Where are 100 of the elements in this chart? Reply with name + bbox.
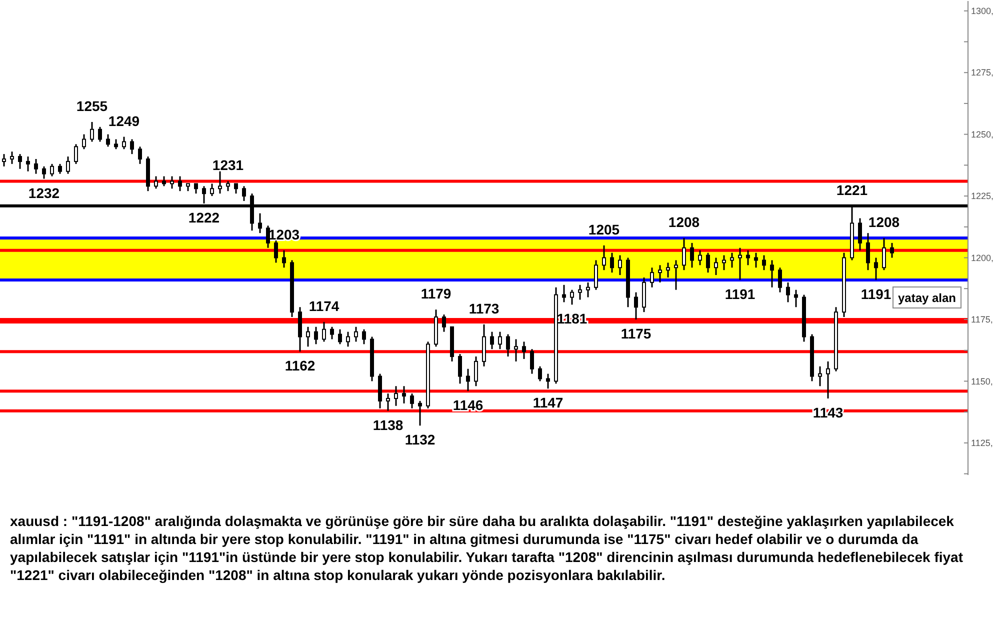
candlestick: [658, 264, 662, 284]
candlestick: [530, 348, 534, 375]
candlestick: [234, 182, 238, 194]
candlestick: [258, 212, 262, 234]
y-tick-label: 1125,: [971, 438, 993, 448]
candlestick: [634, 292, 638, 320]
candlestick: [106, 134, 110, 148]
candlestick: [282, 250, 286, 268]
candlestick: [442, 314, 446, 333]
candlestick: [770, 259, 774, 288]
candlestick: [122, 136, 126, 150]
candlestick: [866, 232, 870, 271]
candlestick: [586, 282, 590, 298]
candlestick: [410, 392, 414, 410]
candlestick: [490, 331, 494, 350]
candlestick: [578, 284, 582, 300]
candlestick: [570, 289, 574, 306]
candlestick: [210, 182, 214, 197]
y-tick-label: 1275,: [971, 68, 994, 78]
candlestick: [706, 252, 710, 274]
candlestick: [594, 259, 598, 291]
candlestick: [714, 257, 718, 276]
candlestick: [266, 224, 270, 249]
candlestick: [722, 254, 726, 271]
candlestick: [682, 237, 686, 271]
candlestick: [26, 156, 30, 172]
candlestick: [746, 250, 750, 266]
candlestick: [354, 326, 358, 342]
candlestick: [754, 252, 758, 268]
candlestick: [338, 328, 342, 345]
y-tick-label: 1225,: [971, 191, 994, 202]
annotation: 1173: [468, 300, 500, 316]
candlestick: [162, 176, 166, 187]
y-tick-label: 1300,: [971, 6, 994, 16]
candlestick: [874, 257, 878, 281]
candlestick: [306, 326, 310, 348]
candlestick: [170, 176, 174, 190]
candlestick: [786, 282, 790, 303]
candlestick: [50, 163, 54, 178]
candlestick: [666, 262, 670, 278]
annotation: 1232: [28, 184, 60, 201]
y-tick-label: 1200,: [971, 252, 994, 263]
candlestick: [130, 138, 134, 155]
annotation: 1208: [868, 214, 900, 230]
annotation: 1255: [76, 98, 108, 114]
candlestick: [794, 289, 798, 308]
candlestick: [690, 242, 694, 268]
candlestick: [674, 259, 678, 291]
candlestick: [394, 385, 398, 407]
band-label: yatay alan: [898, 290, 956, 305]
candlestick: [618, 254, 622, 276]
candlestick: [506, 334, 510, 358]
candlestick: [362, 328, 366, 345]
candlestick: [74, 143, 78, 165]
candlestick: [322, 321, 326, 342]
candlestick: [178, 176, 182, 192]
annotation: 1208: [668, 214, 700, 230]
candlestick: [730, 252, 734, 268]
candlestick: [890, 242, 894, 258]
candlestick: [602, 244, 606, 271]
annotation: 1249: [108, 112, 140, 129]
annotation: 1179: [420, 286, 452, 302]
annotation: 1146: [452, 397, 484, 414]
text: xauusd : "1191-1208" aralığında dolaşmakta ve görünüşe göre bir süre daha bu aralıkta dolaşabilir. "1191" desteğine yaklaşırken yapılabilecek alımlar için "1191" in altında bir yere stop konulabilir. "1191" in altına gitmesi durumunda ise "1175" civarı hedef olabilir ve o durumda da yapılabilecek satışlar için "1191"in üstünde bir yere stop konulabilir. Yukarı tarafta "1208" direncinin aşılması durumunda hedeflenebilecek fiyat "1221" civarı olabileceğinden "1208" in altına stop konularak yukarı yönde pozisyonlara bakılabilir.: [10, 512, 964, 584]
candlestick: [274, 240, 278, 264]
candlestick: [194, 182, 198, 194]
candlestick: [42, 166, 46, 180]
candlestick: [818, 366, 822, 387]
candlestick: [330, 326, 334, 340]
annotation: 1174: [308, 298, 340, 314]
candlestick: [514, 338, 518, 362]
annotation: 1191: [724, 286, 756, 302]
candlestick: [314, 326, 318, 345]
candlestick: [778, 266, 782, 294]
candlestick: [474, 356, 478, 387]
candlestick: [826, 360, 830, 400]
candlestick: [762, 254, 766, 271]
candlestick: [66, 156, 70, 175]
candlestick: [418, 400, 422, 426]
candlestick: [610, 252, 614, 274]
candlestick: [498, 331, 502, 350]
candlestick: [386, 392, 390, 412]
candlestick: [98, 126, 102, 142]
candlestick: [10, 150, 14, 165]
candlestick: [698, 250, 702, 266]
candlestick: [58, 163, 62, 175]
y-tick-label: 1250,: [971, 129, 994, 140]
annotation: 1175: [620, 325, 652, 342]
annotation: 1222: [188, 209, 220, 226]
annotation: 1138: [372, 416, 404, 433]
candlestick: [882, 237, 886, 271]
candlestick: [402, 385, 406, 404]
annotation: 1147: [532, 394, 564, 411]
candlestick: [114, 138, 118, 150]
annotation: 1221: [836, 182, 868, 198]
candlestick: [242, 185, 246, 202]
candlestick: [90, 121, 94, 142]
candlestick: [458, 353, 462, 384]
candlestick: [226, 180, 230, 192]
annotation: 1132: [404, 432, 436, 448]
